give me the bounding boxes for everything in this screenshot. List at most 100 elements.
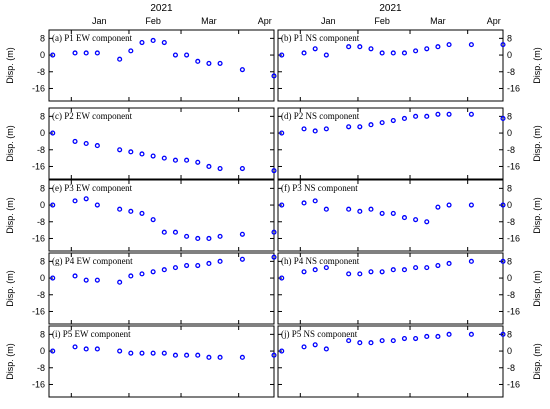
y-tick-label: 8 xyxy=(507,111,512,121)
x-tick-label-mar: Mar xyxy=(430,16,446,26)
y-axis-title: Disp. (m) xyxy=(5,197,15,234)
panel-title: (j) P5 NS component xyxy=(281,329,358,339)
data-point xyxy=(468,331,474,337)
data-point xyxy=(128,149,134,155)
data-point xyxy=(401,335,407,342)
data-point xyxy=(72,344,78,350)
data-point xyxy=(279,130,285,136)
data-point xyxy=(50,275,56,281)
data-point xyxy=(150,217,156,223)
data-point xyxy=(128,208,134,214)
data-point xyxy=(217,166,223,172)
data-point xyxy=(279,52,285,58)
panel-5: 8 0 -8 -16 Disp. (m) (e) P3 EW component xyxy=(5,179,277,252)
data-point xyxy=(184,262,190,269)
data-point xyxy=(346,44,352,50)
data-point xyxy=(195,352,201,358)
data-point xyxy=(368,269,374,275)
data-point xyxy=(217,233,223,239)
data-point xyxy=(271,168,277,174)
x-tick-label-feb: Feb xyxy=(374,16,390,26)
data-point xyxy=(184,52,190,58)
data-point xyxy=(446,42,452,48)
data-point xyxy=(368,46,374,52)
data-point xyxy=(195,235,201,242)
y-tick-label: 8 xyxy=(507,183,512,193)
data-point xyxy=(500,331,506,337)
y-tick-label: -16 xyxy=(32,233,45,243)
data-point xyxy=(368,340,374,346)
panel-frame xyxy=(48,29,275,102)
y-tick-label: -16 xyxy=(32,83,45,93)
y-tick-label: -8 xyxy=(37,67,45,77)
data-point xyxy=(424,219,430,225)
data-point xyxy=(390,338,396,344)
panel-title: (e) P3 EW component xyxy=(52,183,133,193)
y-tick-label: -16 xyxy=(32,306,45,316)
data-point xyxy=(301,344,307,350)
x-tick-label-feb: Feb xyxy=(145,16,161,26)
data-point xyxy=(312,128,318,134)
data-point xyxy=(468,42,474,48)
y-tick-label: -8 xyxy=(37,363,45,373)
data-point xyxy=(206,163,212,170)
data-point xyxy=(446,202,452,208)
panel-7: 8 0 -8 -16 Disp. (m) (g) P4 EW component xyxy=(5,252,277,325)
y-tick-label: 0 xyxy=(507,200,512,210)
y-tick-label: 0 xyxy=(40,128,45,138)
data-point xyxy=(117,348,123,354)
y-tick-label: -16 xyxy=(507,306,520,316)
panel-title: (h) P4 NS component xyxy=(281,256,360,266)
data-point xyxy=(312,198,318,204)
y-tick-label: 8 xyxy=(507,256,512,266)
data-point xyxy=(172,157,178,163)
data-point xyxy=(150,269,156,275)
y-axis-title: Disp. (m) xyxy=(532,270,542,307)
data-point xyxy=(301,126,307,132)
y-tick-label: 8 xyxy=(40,111,45,121)
data-point xyxy=(195,58,201,64)
panel-title: (b) P1 NS component xyxy=(281,33,360,43)
y-tick-label: 0 xyxy=(507,273,512,283)
data-point xyxy=(346,271,352,277)
data-point xyxy=(128,48,134,54)
y-tick-label: -8 xyxy=(37,217,45,227)
y-tick-label: -16 xyxy=(507,83,520,93)
panel-frame xyxy=(277,325,504,398)
panel-3: 8 0 -8 -16 Disp. (m) (c) P2 EW component xyxy=(5,107,277,180)
data-point xyxy=(424,265,430,271)
data-point xyxy=(379,210,385,216)
y-tick-label: -8 xyxy=(37,145,45,155)
data-point xyxy=(301,269,307,275)
y-axis-title: Disp. (m) xyxy=(5,47,15,84)
panel-6: 8 0 -8 -16 Disp. (m) (f) P3 NS component xyxy=(277,179,542,252)
panel-title: (g) P4 EW component xyxy=(52,256,133,266)
y-tick-label: 8 xyxy=(507,329,512,339)
y-tick-label: 8 xyxy=(40,256,45,266)
data-point xyxy=(323,265,329,271)
y-axis-title: Disp. (m) xyxy=(532,343,542,380)
y-tick-label: 0 xyxy=(40,273,45,283)
data-point xyxy=(413,265,419,271)
data-point xyxy=(161,229,167,235)
data-point xyxy=(379,338,385,344)
data-point xyxy=(424,46,430,52)
data-point xyxy=(50,202,56,208)
data-point xyxy=(139,271,145,277)
data-point xyxy=(172,229,178,235)
data-point xyxy=(379,120,385,126)
data-point xyxy=(401,215,407,221)
data-point xyxy=(390,210,396,216)
data-point xyxy=(94,202,100,208)
y-tick-label: 8 xyxy=(507,33,512,43)
y-tick-label: -16 xyxy=(507,379,520,389)
data-point xyxy=(301,50,307,56)
data-point xyxy=(184,233,190,239)
panel-title: (d) P2 NS component xyxy=(281,111,360,121)
panel-frame xyxy=(277,107,504,180)
data-point xyxy=(279,348,285,354)
data-point xyxy=(500,258,506,264)
data-point xyxy=(206,60,212,66)
data-point xyxy=(150,153,156,159)
year-label: 2021 xyxy=(150,3,173,14)
